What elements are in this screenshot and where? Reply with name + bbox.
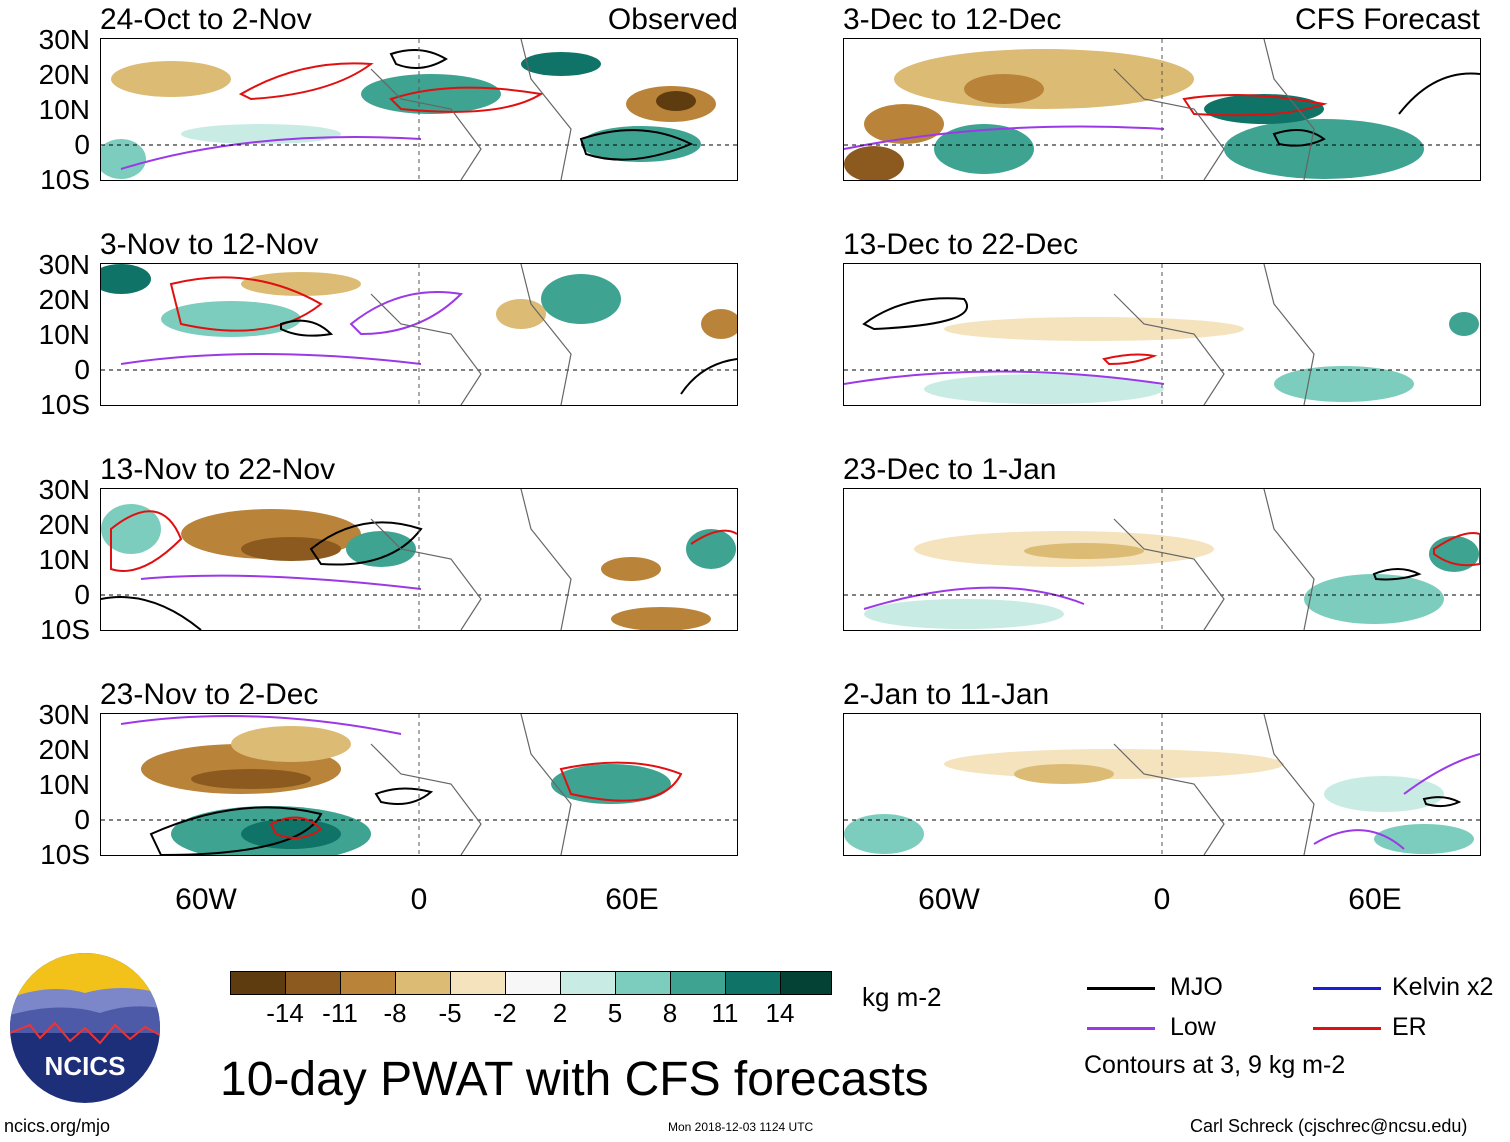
colorbar-tick: -11 (322, 998, 358, 1028)
panel-period-title: 24-Oct to 2-Nov (100, 3, 312, 36)
contour-note: Contours at 3, 9 kg m-2 (1084, 1051, 1346, 1079)
panel-observed-tag: Observed (607, 3, 738, 36)
lat-label: 20N (38, 734, 90, 765)
lon-label: 0 (410, 883, 428, 916)
map-panel (100, 38, 738, 181)
colorbar (230, 971, 832, 995)
colorbar-tick: 2 (552, 998, 568, 1028)
map-panel (843, 713, 1481, 856)
pwat-map (844, 39, 1480, 180)
colorbar-tick: -14 (266, 998, 304, 1028)
main-title: 10-day PWAT with CFS forecasts (220, 1053, 929, 1106)
colorbar-tick: 11 (711, 998, 739, 1028)
legend-label-low: Low (1170, 1013, 1216, 1041)
lat-label: 10N (38, 319, 90, 350)
lat-label: 10N (38, 544, 90, 575)
legend-swatch-er (1313, 1027, 1381, 1030)
lon-label: 60E (605, 883, 659, 916)
colorbar-bin (231, 972, 286, 994)
map-panel (843, 38, 1481, 181)
panel-period-title: 13-Nov to 22-Nov (100, 453, 336, 486)
lat-label: 20N (38, 284, 90, 315)
colorbar-bin (396, 972, 451, 994)
lat-label: 10S (40, 839, 90, 870)
ncics-logo: NCICS (10, 953, 160, 1103)
lat-label: 10S (40, 389, 90, 420)
map-panel (843, 263, 1481, 406)
ncics-logo-graphic (10, 953, 160, 1045)
lat-label: 20N (38, 509, 90, 540)
lat-label: 10N (38, 94, 90, 125)
panel-period-title: 23-Dec to 1-Jan (843, 453, 1057, 486)
colorbar-bin (286, 972, 341, 994)
colorbar-bin (451, 972, 506, 994)
lat-label: 30N (38, 24, 90, 55)
pwat-map (101, 39, 737, 180)
pwat-map (101, 264, 737, 405)
lat-label: 0 (74, 804, 90, 835)
colorbar-tick: -5 (438, 998, 462, 1028)
map-panel (100, 263, 738, 406)
colorbar-tick: -8 (383, 998, 407, 1028)
lon-label: 0 (1153, 883, 1171, 916)
lat-label: 10S (40, 164, 90, 195)
panel-period-title: 13-Dec to 22-Dec (843, 228, 1079, 261)
legend-label-er: ER (1392, 1013, 1427, 1041)
lat-label: 0 (74, 579, 90, 610)
colorbar-tick: 5 (607, 998, 623, 1028)
map-panel (100, 488, 738, 631)
colorbar-tick: -2 (493, 998, 517, 1028)
colorbar-bin (726, 972, 781, 994)
lat-label: 30N (38, 474, 90, 505)
lon-label: 60W (175, 883, 237, 916)
pwat-map (844, 489, 1480, 630)
colorbar-bin (341, 972, 396, 994)
colorbar-bin (561, 972, 616, 994)
colorbar-bin (671, 972, 726, 994)
ncics-logo-text: NCICS (44, 1051, 126, 1081)
lat-label: 0 (74, 354, 90, 385)
map-panel (843, 488, 1481, 631)
lat-label: 10N (38, 769, 90, 800)
legend-label-mjo: MJO (1170, 973, 1223, 1001)
lat-label: 20N (38, 59, 90, 90)
colorbar-tick: 14 (765, 998, 795, 1028)
panel-period-title: 2-Jan to 11-Jan (843, 678, 1050, 711)
pwat-map (844, 264, 1480, 405)
lat-label: 30N (38, 699, 90, 730)
legend-swatch-kelvin (1313, 987, 1381, 990)
colorbar-bin (506, 972, 561, 994)
legend-swatch-mjo (1087, 987, 1155, 990)
lat-label: 30N (38, 249, 90, 280)
footer-author: Carl Schreck (cjschrec@ncsu.edu) (1190, 1116, 1468, 1136)
panel-period-title: 3-Dec to 12-Dec (843, 3, 1062, 36)
pwat-map (844, 714, 1480, 855)
panel-forecast-tag: CFS Forecast (1294, 3, 1480, 36)
legend-swatch-low (1087, 1027, 1155, 1030)
colorbar-bin (781, 972, 831, 994)
footer-timestamp: Mon 2018-12-03 1124 UTC (668, 1120, 814, 1134)
colorbar-units: kg m-2 (862, 982, 942, 1012)
lat-label: 0 (74, 129, 90, 160)
panel-period-title: 23-Nov to 2-Dec (100, 678, 319, 711)
panel-period-title: 3-Nov to 12-Nov (100, 228, 319, 261)
legend-label-kelvin: Kelvin x2 (1392, 973, 1494, 1001)
pwat-map (101, 489, 737, 630)
lon-label: 60W (918, 883, 980, 916)
footer-website: ncics.org/mjo (4, 1116, 111, 1136)
lon-label: 60E (1348, 883, 1402, 916)
pwat-map (101, 714, 737, 855)
colorbar-tick: 8 (662, 998, 678, 1028)
map-panel (100, 713, 738, 856)
colorbar-bin (616, 972, 671, 994)
lat-label: 10S (40, 614, 90, 645)
